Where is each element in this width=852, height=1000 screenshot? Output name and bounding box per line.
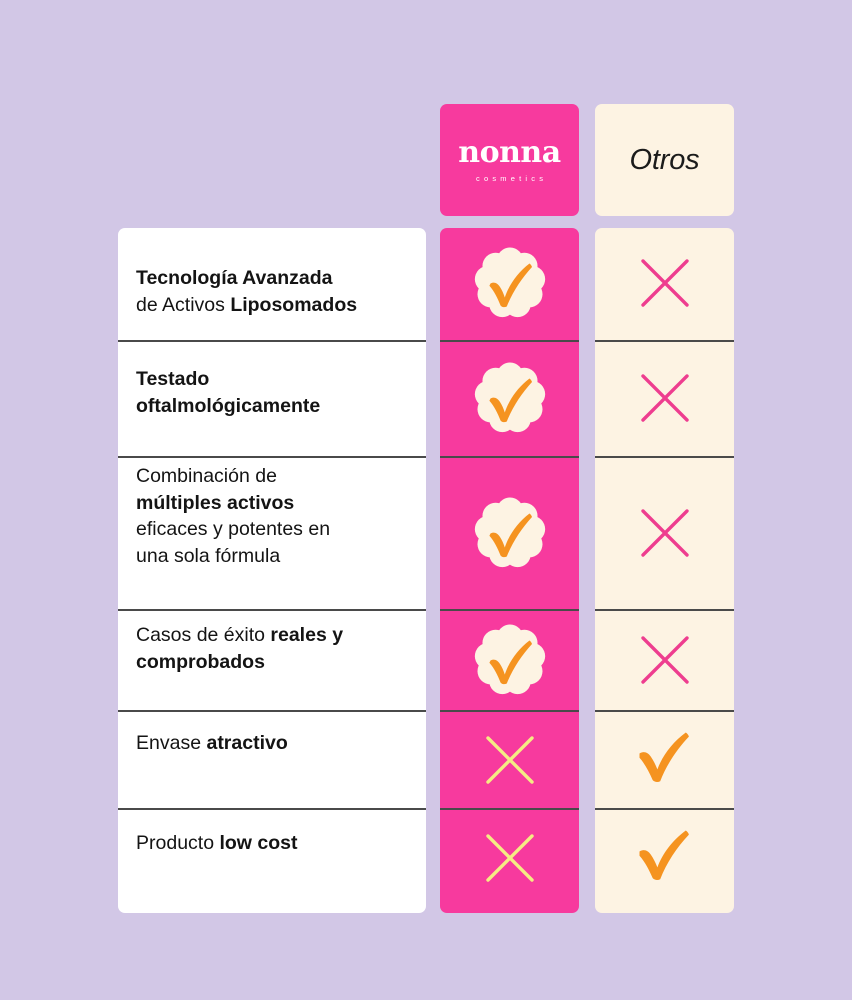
- nonna-logo-wordmark: nonna: [458, 134, 561, 170]
- check-badge-icon: [470, 358, 550, 438]
- check-icon: [627, 820, 703, 896]
- row-divider-3-left: [118, 609, 426, 611]
- feature-label-multiples-activos: Combinación de múltiples activos eficaces …: [136, 465, 331, 568]
- row-divider-4-right: [595, 710, 734, 712]
- cross-icon: [630, 625, 700, 695]
- mark-otros-envase-atractivo: [595, 720, 734, 800]
- row-divider-2-left: [118, 456, 426, 458]
- check-icon: [627, 722, 703, 798]
- row-divider-4-mid: [440, 710, 579, 712]
- row-divider-5-mid: [440, 808, 579, 810]
- features-panel: [118, 228, 426, 913]
- cross-icon: [475, 823, 545, 893]
- nonna-logo-tagline: cosmetics: [476, 173, 548, 183]
- nonna-logo: nonna cosmetics: [458, 134, 561, 183]
- feature-label-tecnologia-avanzada: Tecnología Avanzada de Activos Liposomado…: [136, 267, 358, 316]
- feature-label-testado-oftalmologicamente: Testado oftalmológicamente: [136, 368, 321, 417]
- row-divider-5-right: [595, 808, 734, 810]
- feature-label-envase-atractivo: Envase atractivo: [136, 732, 288, 754]
- cross-icon: [475, 725, 545, 795]
- mark-otros-producto-low-cost: [595, 818, 734, 898]
- row-divider-3-mid: [440, 609, 579, 611]
- mark-nonna-testado-oftalmologicamente: [440, 358, 579, 438]
- cross-icon: [630, 498, 700, 568]
- mark-otros-casos-de-exito: [595, 620, 734, 700]
- mark-nonna-multiples-activos: [440, 493, 579, 573]
- mark-otros-testado-oftalmologicamente: [595, 358, 734, 438]
- cross-icon: [630, 248, 700, 318]
- mark-otros-tecnologia-avanzada: [595, 243, 734, 323]
- feature-label-producto-low-cost: Producto low cost: [136, 832, 298, 854]
- mark-nonna-producto-low-cost: [440, 818, 579, 898]
- column-header-nonna: nonna cosmetics: [440, 104, 579, 216]
- feature-label-casos-de-exito: Casos de éxito reales y comprobados: [136, 624, 344, 673]
- row-divider-2-mid: [440, 456, 579, 458]
- row-divider-5-left: [118, 808, 426, 810]
- row-divider-3-right: [595, 609, 734, 611]
- row-divider-4-left: [118, 710, 426, 712]
- row-divider-2-right: [595, 456, 734, 458]
- cross-icon: [630, 363, 700, 433]
- check-badge-icon: [470, 243, 550, 323]
- row-divider-1-right: [595, 340, 734, 342]
- mark-nonna-tecnologia-avanzada: [440, 243, 579, 323]
- check-badge-icon: [470, 620, 550, 700]
- column-header-otros-label: Otros: [629, 143, 700, 176]
- otros-column-panel: [595, 228, 734, 913]
- check-badge-icon: [470, 493, 550, 573]
- column-header-otros: Otros: [595, 104, 734, 216]
- row-divider-1-mid: [440, 340, 579, 342]
- mark-otros-multiples-activos: [595, 493, 734, 573]
- nonna-column-panel: [440, 228, 579, 913]
- row-divider-1-left: [118, 340, 426, 342]
- mark-nonna-envase-atractivo: [440, 720, 579, 800]
- mark-nonna-casos-de-exito: [440, 620, 579, 700]
